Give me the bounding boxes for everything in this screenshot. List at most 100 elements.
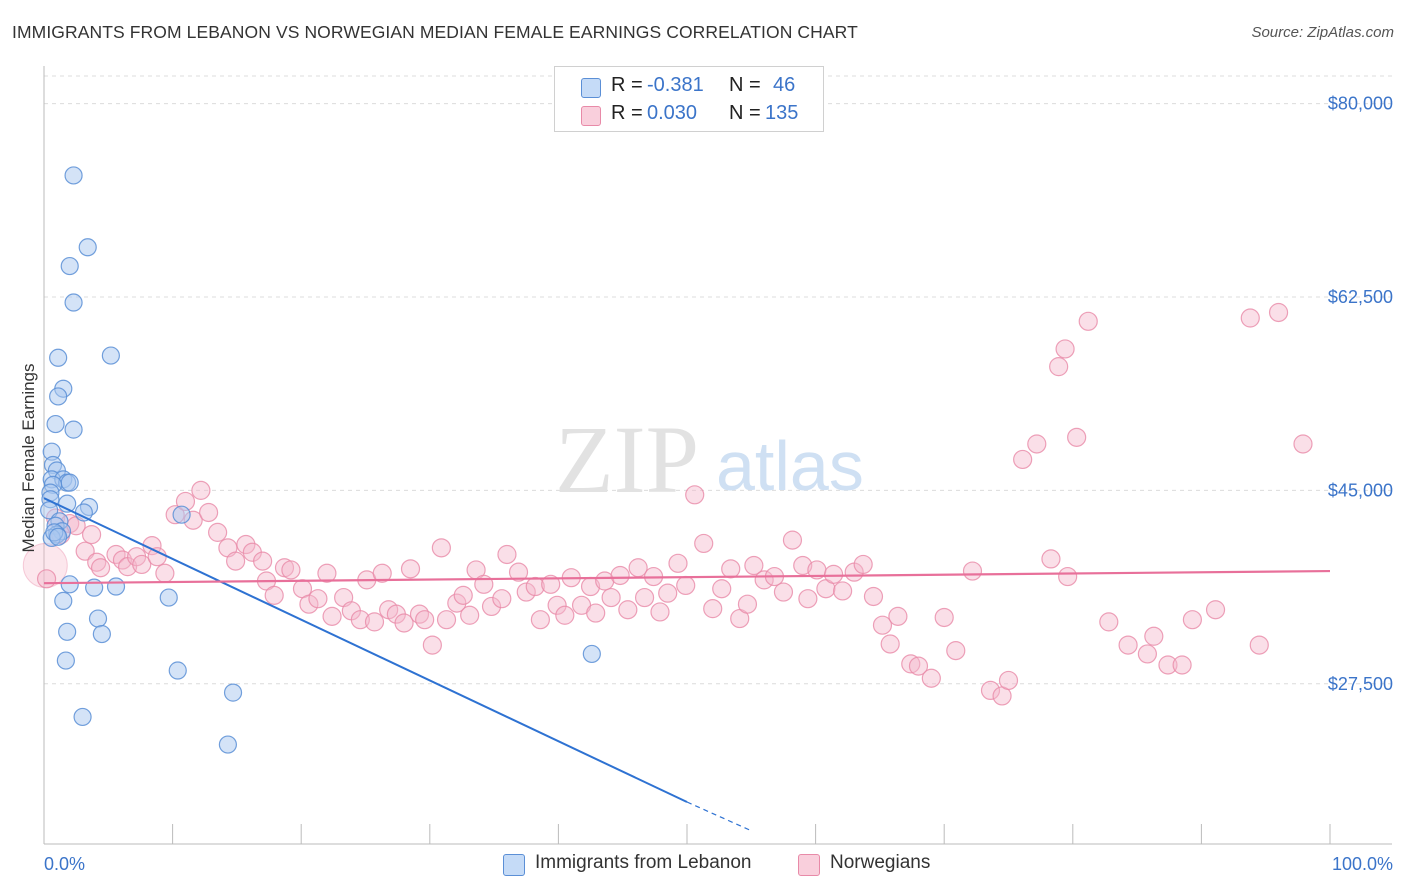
norwegians-point	[236, 534, 256, 555]
norwegians-point	[1099, 612, 1119, 632]
norwegians-point	[1182, 610, 1202, 630]
norwegians-point	[372, 563, 392, 583]
norwegians-point	[901, 654, 921, 674]
y-tick-label: $45,000	[1328, 480, 1393, 500]
correlation-legend: R = -0.381 N = 46 R = 0.030 N = 135	[554, 66, 824, 132]
lebanon-point	[159, 588, 178, 607]
legend-r-value: 0.030	[647, 102, 698, 124]
norwegians-point	[712, 579, 732, 599]
legend-r-label: R =	[611, 74, 643, 96]
norwegians-point	[824, 564, 844, 584]
norwegians-point	[431, 538, 451, 558]
norwegians-point	[322, 606, 342, 626]
lebanon-point	[56, 651, 75, 670]
norwegians-point	[492, 589, 512, 609]
norwegians-point	[81, 524, 102, 545]
norwegians-swatch	[581, 106, 601, 126]
norwegians-point	[226, 551, 246, 571]
norwegians-point	[744, 555, 764, 576]
norwegians-point	[998, 670, 1019, 691]
norwegians-point	[453, 585, 473, 605]
norwegians-point	[872, 615, 893, 635]
norwegians-point	[350, 610, 370, 630]
norwegians-point	[199, 502, 219, 523]
lebanon-swatch	[581, 78, 601, 98]
lebanon-point	[46, 414, 65, 434]
lebanon-point	[60, 473, 79, 492]
norwegians-point	[880, 634, 900, 654]
lebanon-point	[49, 348, 68, 367]
norwegians-point	[782, 530, 803, 550]
legend-n-label: N =	[729, 102, 761, 124]
norwegians-point	[1067, 427, 1087, 447]
norwegians-point	[946, 641, 966, 661]
lebanon-point	[218, 735, 237, 754]
lebanon-point	[49, 527, 68, 546]
norwegians-point	[888, 606, 908, 626]
norwegians-point	[155, 563, 175, 583]
norwegians-point	[863, 586, 884, 607]
watermark: ZIP atlas	[555, 406, 864, 513]
norwegians-point	[737, 594, 758, 614]
norwegians-point	[422, 635, 442, 655]
norwegians-point	[415, 610, 435, 630]
norwegians-legend-swatch	[798, 854, 820, 876]
norwegians-point	[650, 602, 670, 622]
norwegians-legend-label: Norwegians	[830, 852, 931, 873]
norwegians-point	[1058, 566, 1078, 587]
norwegians-point	[610, 565, 630, 586]
chart-title: IMMIGRANTS FROM LEBANON VS NORWEGIAN MED…	[12, 22, 858, 42]
norwegians-point	[853, 554, 873, 575]
norwegians-point	[1027, 434, 1047, 454]
lebanon-trend-extension	[686, 801, 752, 832]
norwegians-point	[191, 480, 211, 500]
lebanon-point	[223, 683, 243, 702]
norwegians-point	[547, 595, 567, 615]
axis-labels: $27,500 $45,000 $62,500 $80,000 0.0% 100.0% Me…	[19, 94, 1393, 874]
norwegians-point	[317, 563, 337, 583]
norwegians-point	[1172, 655, 1192, 675]
norwegians-point	[308, 589, 328, 609]
y-tick-label: $62,500	[1328, 287, 1393, 307]
norwegians-point	[586, 603, 606, 623]
norwegians-point	[208, 522, 228, 542]
lebanon-point	[78, 238, 97, 257]
norwegians-point	[980, 680, 1001, 701]
lebanon-legend-label: Immigrants from Lebanon	[535, 852, 752, 873]
norwegians-point	[1055, 339, 1075, 359]
norwegians-point	[541, 574, 561, 594]
lebanon-point	[60, 256, 79, 276]
norwegians-point	[409, 604, 430, 624]
lebanon-point	[49, 387, 68, 406]
norwegians-point	[530, 610, 550, 630]
norwegians-point	[394, 613, 414, 633]
norwegians-point	[668, 553, 688, 573]
lebanon-point	[58, 622, 77, 641]
norwegians-point	[460, 605, 480, 625]
norwegians-point	[253, 551, 273, 571]
norwegians-point	[1268, 302, 1289, 323]
norwegians-point	[555, 605, 575, 625]
lebanon-trend-line	[43, 497, 688, 803]
norwegians-point	[264, 585, 284, 605]
norwegians-point	[618, 600, 638, 620]
norwegians-point	[773, 582, 794, 602]
norwegians-point	[447, 593, 467, 613]
norwegians-point	[1240, 308, 1260, 328]
norwegians-point	[1158, 655, 1178, 675]
legend-r-value: -0.381	[647, 74, 704, 96]
norwegians-point	[798, 589, 818, 609]
norwegians-point	[497, 544, 517, 565]
norwegians-point	[132, 554, 152, 575]
lebanon-point	[168, 661, 187, 680]
legend-n-value: 135	[765, 102, 799, 124]
norwegians-point	[908, 656, 929, 676]
legend-n-value: 46	[773, 74, 796, 96]
lebanon-legend-swatch	[503, 854, 525, 876]
norwegians-points	[22, 302, 1313, 706]
norwegians-point	[676, 575, 696, 596]
lebanon-point	[73, 707, 92, 727]
norwegians-point	[75, 541, 95, 561]
norwegians-point	[1041, 549, 1061, 569]
